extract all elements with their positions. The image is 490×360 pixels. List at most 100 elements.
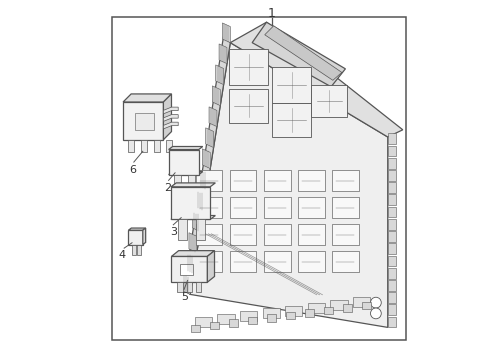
Polygon shape <box>196 191 203 211</box>
Polygon shape <box>252 22 345 87</box>
FancyBboxPatch shape <box>332 224 359 245</box>
Bar <box>128 140 134 152</box>
FancyBboxPatch shape <box>272 67 311 103</box>
FancyBboxPatch shape <box>229 319 238 327</box>
Polygon shape <box>164 107 178 114</box>
Polygon shape <box>388 280 395 291</box>
Polygon shape <box>388 231 395 242</box>
Bar <box>188 175 195 191</box>
FancyBboxPatch shape <box>196 251 222 272</box>
Text: 5: 5 <box>182 292 189 302</box>
Polygon shape <box>388 145 395 156</box>
Polygon shape <box>184 37 230 294</box>
FancyBboxPatch shape <box>298 251 324 272</box>
Bar <box>173 175 181 191</box>
Bar <box>112 17 406 339</box>
FancyBboxPatch shape <box>332 251 359 272</box>
Polygon shape <box>164 122 178 129</box>
Polygon shape <box>265 26 342 80</box>
FancyBboxPatch shape <box>218 314 235 324</box>
FancyBboxPatch shape <box>230 224 256 245</box>
Polygon shape <box>190 42 388 327</box>
Polygon shape <box>207 251 215 282</box>
FancyBboxPatch shape <box>196 224 222 245</box>
Circle shape <box>370 308 381 319</box>
FancyBboxPatch shape <box>332 197 359 219</box>
Bar <box>137 244 141 255</box>
FancyBboxPatch shape <box>264 170 291 192</box>
FancyBboxPatch shape <box>311 85 347 117</box>
FancyBboxPatch shape <box>285 306 302 316</box>
Polygon shape <box>182 275 190 294</box>
Bar <box>177 282 183 292</box>
Text: 1: 1 <box>268 7 276 20</box>
Polygon shape <box>202 149 210 168</box>
FancyBboxPatch shape <box>191 324 200 332</box>
FancyBboxPatch shape <box>298 197 324 219</box>
FancyBboxPatch shape <box>196 197 222 219</box>
FancyBboxPatch shape <box>135 113 154 130</box>
Polygon shape <box>186 254 194 273</box>
Text: 2: 2 <box>164 183 171 193</box>
Polygon shape <box>169 149 199 175</box>
Polygon shape <box>388 292 395 303</box>
Polygon shape <box>219 44 227 64</box>
Polygon shape <box>171 216 216 220</box>
Polygon shape <box>388 243 395 254</box>
FancyBboxPatch shape <box>343 305 352 312</box>
Text: 6: 6 <box>129 165 136 175</box>
Text: 3: 3 <box>170 227 177 237</box>
FancyBboxPatch shape <box>264 251 291 272</box>
Polygon shape <box>128 228 146 230</box>
FancyBboxPatch shape <box>210 322 219 329</box>
FancyBboxPatch shape <box>240 311 257 321</box>
FancyBboxPatch shape <box>362 302 371 309</box>
FancyBboxPatch shape <box>298 170 324 192</box>
Bar <box>196 282 201 292</box>
Polygon shape <box>128 230 143 244</box>
Polygon shape <box>388 219 395 230</box>
FancyBboxPatch shape <box>324 307 333 314</box>
Polygon shape <box>388 158 395 168</box>
FancyBboxPatch shape <box>229 89 269 123</box>
Polygon shape <box>222 23 230 42</box>
FancyBboxPatch shape <box>195 317 212 327</box>
Bar <box>196 220 205 240</box>
Polygon shape <box>164 94 171 140</box>
Polygon shape <box>169 172 203 175</box>
Bar <box>180 264 193 275</box>
Polygon shape <box>192 212 200 231</box>
FancyBboxPatch shape <box>229 49 269 85</box>
Polygon shape <box>388 134 395 144</box>
Polygon shape <box>172 256 207 282</box>
FancyBboxPatch shape <box>264 197 291 219</box>
FancyBboxPatch shape <box>298 224 324 245</box>
FancyBboxPatch shape <box>264 224 291 245</box>
Polygon shape <box>388 256 395 266</box>
Polygon shape <box>172 251 215 256</box>
FancyBboxPatch shape <box>230 197 256 219</box>
Bar <box>177 220 187 240</box>
Bar <box>187 282 192 292</box>
Polygon shape <box>189 233 197 252</box>
Polygon shape <box>171 183 216 187</box>
Polygon shape <box>388 170 395 181</box>
Polygon shape <box>199 170 207 189</box>
Polygon shape <box>212 86 220 105</box>
Polygon shape <box>171 187 210 220</box>
Polygon shape <box>169 147 203 149</box>
FancyBboxPatch shape <box>286 312 295 319</box>
Polygon shape <box>164 114 178 121</box>
Polygon shape <box>388 268 395 279</box>
FancyBboxPatch shape <box>196 170 222 192</box>
Bar <box>154 140 160 152</box>
Polygon shape <box>230 22 403 137</box>
FancyBboxPatch shape <box>353 297 370 307</box>
Text: 4: 4 <box>119 250 125 260</box>
Polygon shape <box>216 65 223 85</box>
Polygon shape <box>388 207 395 217</box>
FancyBboxPatch shape <box>308 303 325 313</box>
Bar <box>123 102 164 140</box>
FancyBboxPatch shape <box>330 300 347 310</box>
FancyBboxPatch shape <box>305 310 314 317</box>
